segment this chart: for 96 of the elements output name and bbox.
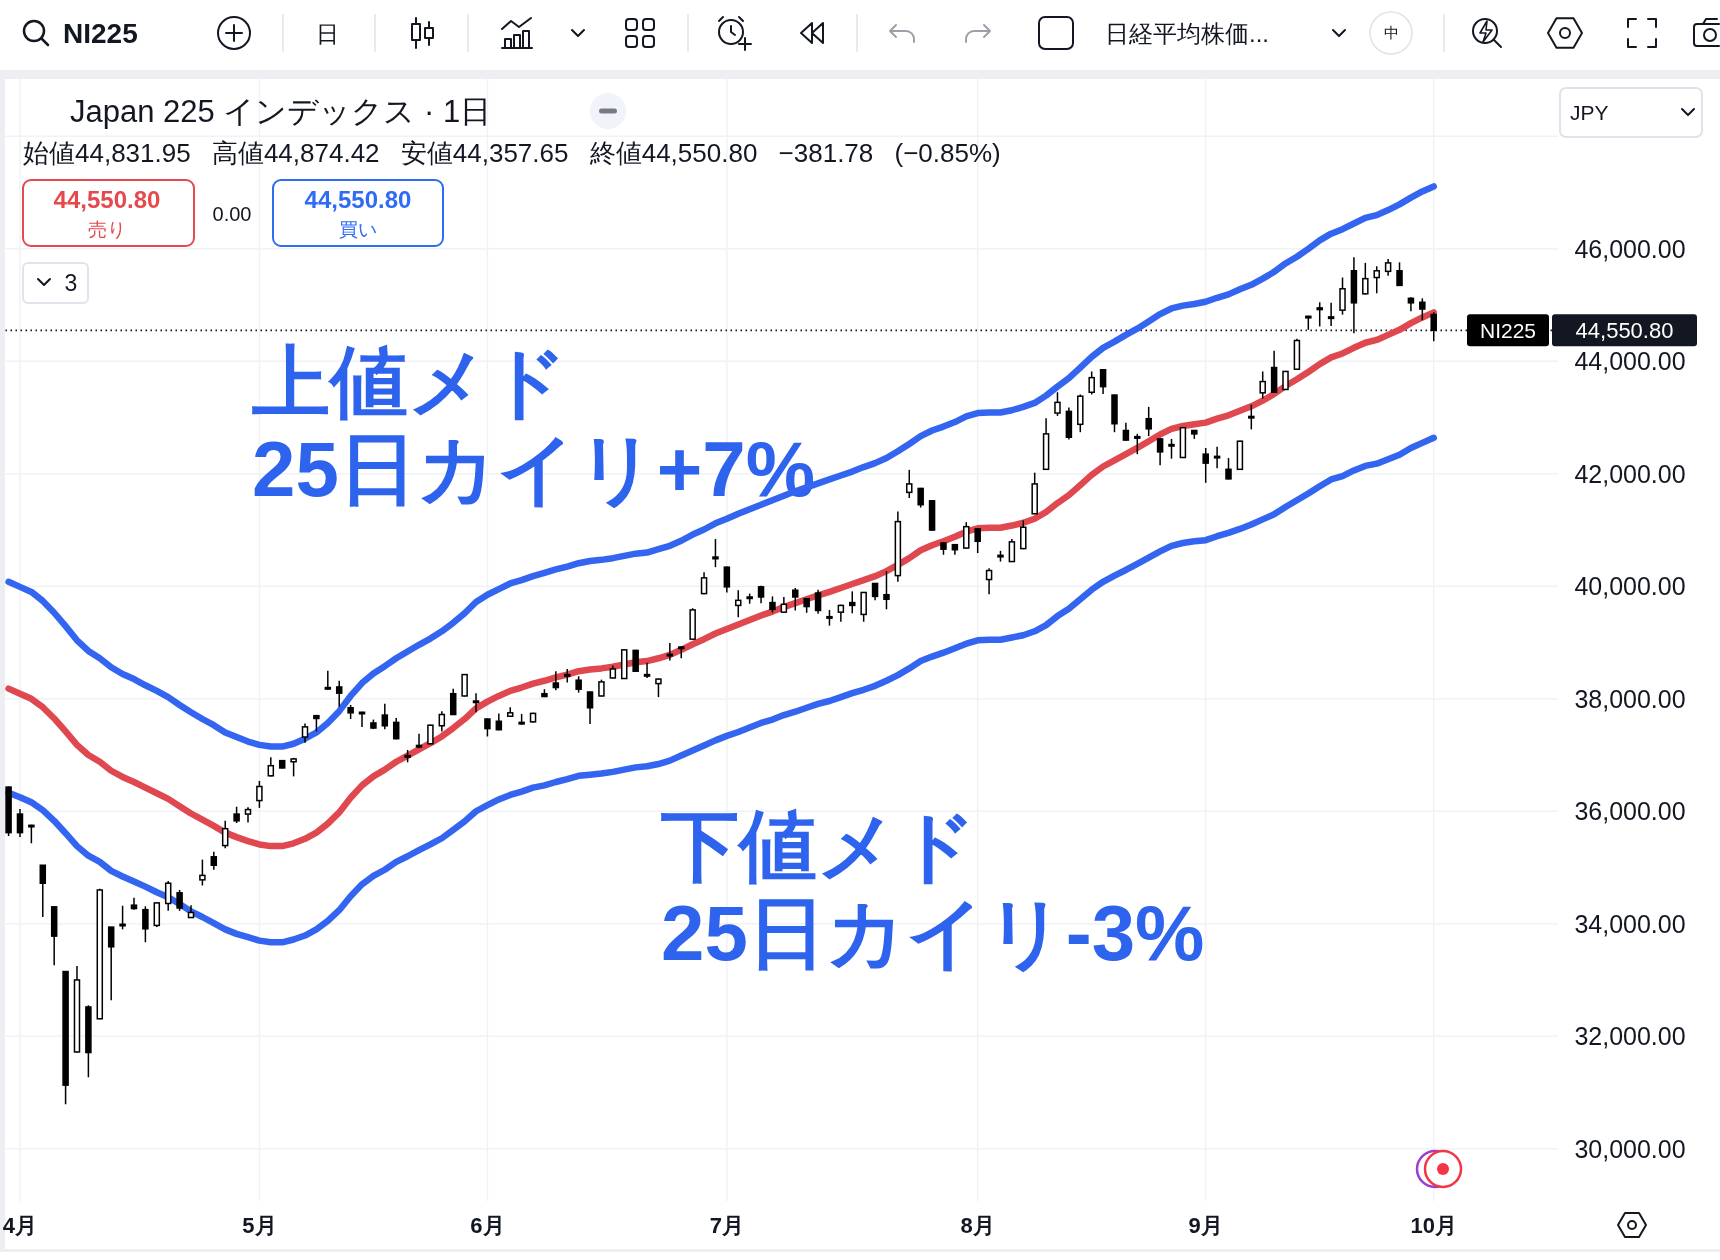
candlestick: [335, 680, 343, 708]
x-tick-label: 8月: [960, 1213, 995, 1238]
candlestick: [985, 567, 993, 595]
annotation: 買い: [339, 219, 377, 240]
candlestick: [1430, 311, 1437, 342]
candlestick: [860, 591, 867, 623]
candlestick: [427, 723, 434, 746]
candlestick: [256, 780, 263, 809]
annotation: 0.00: [212, 203, 252, 225]
candlestick: [563, 668, 571, 684]
text: 始値44,831.95 高値44,874.42 安値44,357.65 終値44,550.80 −381.78 (−0.85%): [23, 138, 1001, 168]
candlestick: [1054, 391, 1061, 417]
candlestick: [814, 588, 822, 615]
candlestick: [552, 670, 560, 692]
x-tick-label: 10月: [1410, 1213, 1457, 1238]
candlestick: [643, 662, 651, 679]
candlestick: [301, 722, 309, 744]
x-tick-label: 5月: [242, 1213, 277, 1238]
y-tick-label: 40,000.00: [1574, 572, 1686, 601]
candlestick: [267, 756, 275, 778]
ref-line-label: 44,550.80: [1575, 318, 1674, 344]
candlestick: [16, 808, 24, 838]
candlestick: [324, 669, 332, 691]
candlestick: [883, 570, 890, 611]
candlestick: [1088, 370, 1095, 396]
candlestick: [849, 590, 856, 615]
candlestick: [1225, 457, 1232, 481]
text: Japan 225 インデックス · 1日: [70, 94, 492, 129]
candlestick: [963, 521, 970, 550]
candlestick: [1020, 519, 1027, 550]
candlestick: [1099, 368, 1107, 395]
candlestick: [1248, 403, 1255, 431]
candlestick: [1202, 447, 1209, 484]
candlestick: [1213, 446, 1221, 469]
candlestick: [438, 710, 446, 733]
x-tick-label: 6月: [470, 1213, 505, 1238]
y-tick-label: 34,000.00: [1574, 909, 1686, 938]
candlestick: [1259, 370, 1266, 400]
y-tick-label: 46,000.00: [1574, 234, 1686, 263]
annotation: 44,550.80: [304, 186, 412, 213]
x-tick-label: 9月: [1188, 1213, 1223, 1238]
annotation: 3: [64, 270, 78, 296]
candlestick: [142, 905, 149, 944]
text: 日: [315, 21, 339, 47]
candlestick: [472, 692, 480, 714]
candlestick: [1316, 301, 1323, 328]
candlestick: [1419, 297, 1426, 322]
candlestick: [677, 645, 685, 660]
y-tick-label: 38,000.00: [1574, 684, 1686, 713]
candlestick: [1339, 276, 1346, 316]
candlestick: [199, 858, 206, 887]
annotation: 44,550.80: [53, 186, 161, 213]
candlestick: [586, 690, 594, 725]
y-tick-label: 32,000.00: [1574, 1022, 1686, 1051]
candlestick: [1373, 265, 1380, 295]
candlestick: [381, 703, 389, 730]
candlestick: [974, 527, 981, 554]
candlestick: [906, 469, 913, 499]
candlestick: [1168, 438, 1175, 460]
candlestick: [221, 820, 229, 850]
x-tick-label: 7月: [709, 1213, 744, 1238]
candlestick: [1327, 302, 1335, 327]
y-tick-label: 44,000.00: [1574, 347, 1686, 376]
text: JPY: [1570, 101, 1609, 124]
candlestick: [461, 673, 468, 698]
candlestick: [1396, 261, 1403, 287]
candlestick: [666, 642, 674, 662]
annotation: 上値メド 25日カイリ+7%: [252, 338, 816, 513]
candlestick: [792, 587, 799, 612]
candlestick: [1145, 406, 1152, 437]
text: 日経平均株価...: [1105, 20, 1270, 47]
candlestick: [415, 732, 423, 750]
candlestick: [1156, 437, 1164, 467]
candlestick: [107, 926, 115, 1001]
candlestick: [1134, 433, 1141, 455]
candlestick: [358, 710, 366, 728]
candlestick: [119, 904, 126, 931]
candlestick: [1362, 262, 1369, 296]
candlestick: [735, 589, 742, 618]
candlestick: [39, 864, 47, 918]
text: NI225: [63, 18, 138, 49]
y-tick-label: 30,000.00: [1574, 1134, 1686, 1163]
candlestick: [655, 677, 662, 698]
candlestick: [723, 565, 731, 594]
candlestick: [153, 901, 161, 928]
candlestick: [449, 687, 457, 716]
y-tick-label: 42,000.00: [1574, 459, 1686, 488]
y-tick-label: 36,000.00: [1574, 797, 1686, 826]
x-tick-label: 4月: [2, 1213, 38, 1238]
candlestick: [164, 880, 172, 912]
annotation: 下値メド 25日カイリ-3%: [661, 802, 1205, 977]
text: NI225: [1479, 319, 1537, 343]
candlestick: [176, 889, 183, 912]
annotation: 売り: [88, 219, 126, 240]
text: 中: [1383, 24, 1399, 41]
candlestick: [712, 538, 719, 568]
